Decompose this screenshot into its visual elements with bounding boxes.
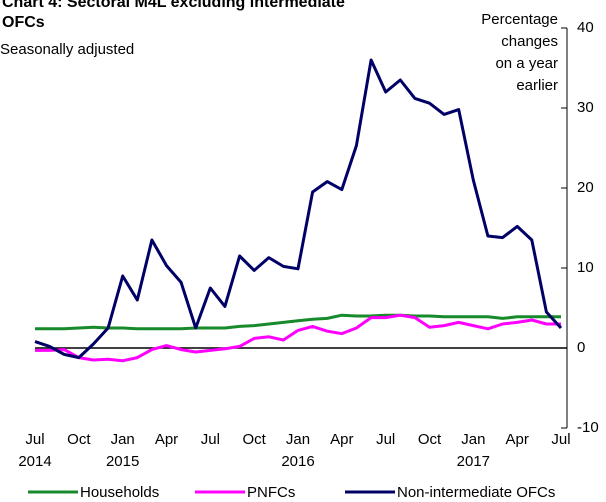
legend-label: Non-intermediate OFCs	[397, 484, 555, 501]
x-tick-label: Apr	[505, 431, 528, 448]
x-tick-label: Jan	[461, 431, 485, 448]
y-axis-label: earlier	[516, 77, 558, 94]
x-tick-label: Apr	[155, 431, 178, 448]
series-line	[35, 313, 561, 331]
y-tick-label: 40	[577, 19, 594, 36]
y-tick-label: -10	[577, 419, 599, 436]
x-tick-label: Jul	[376, 431, 395, 448]
x-year-label: 2015	[106, 453, 139, 470]
x-tick-label: Jul	[201, 431, 220, 448]
x-tick-label: Jan	[286, 431, 310, 448]
x-tick-label: Oct	[418, 431, 442, 448]
y-tick-label: 30	[577, 99, 594, 116]
chart-title: Chart 4: Sectoral M4L excluding intermed…	[2, 0, 345, 11]
y-axis-label: changes	[501, 33, 558, 50]
x-year-label: 2016	[281, 453, 314, 470]
x-tick-label: Jan	[111, 431, 135, 448]
subtitle: Seasonally adjusted	[0, 41, 134, 58]
x-year-label: 2014	[18, 453, 51, 470]
y-tick-label: 20	[577, 179, 594, 196]
y-axis-label: Percentage	[481, 11, 558, 28]
series-line	[34, 58, 563, 360]
x-year-label: 2017	[457, 453, 490, 470]
x-tick-label: Jul	[25, 431, 44, 448]
x-tick-label: Jul	[551, 431, 570, 448]
y-tick-label: 10	[577, 259, 594, 276]
y-tick-label: 0	[577, 339, 585, 356]
chart-title: OFCs	[2, 14, 45, 31]
x-tick-label: Oct	[67, 431, 91, 448]
y-axis-label: on a year	[495, 55, 558, 72]
legend-label: PNFCs	[247, 484, 295, 501]
legend-label: Households	[80, 484, 159, 501]
series-line	[35, 313, 561, 363]
x-tick-label: Apr	[330, 431, 353, 448]
x-tick-label: Oct	[242, 431, 266, 448]
